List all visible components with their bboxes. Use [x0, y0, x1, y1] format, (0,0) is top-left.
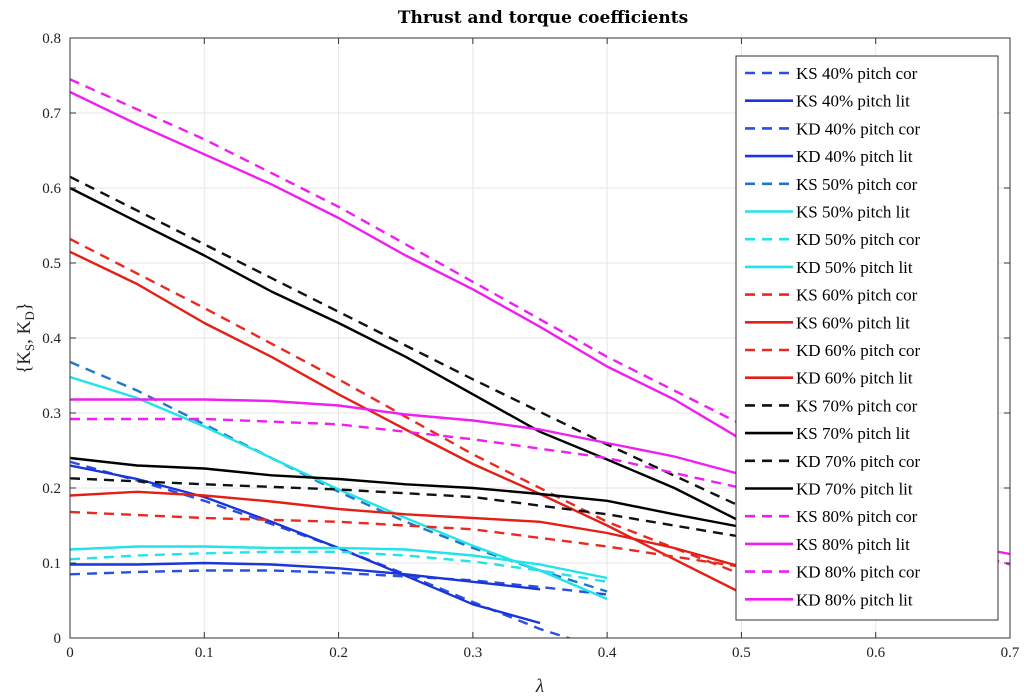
x-tick-label: 0.7	[1001, 645, 1020, 661]
legend-label: KD 80% pitch lit	[796, 590, 913, 609]
series-line-ks-80-pitch-lit	[70, 90, 743, 441]
series-line-kd-80-pitch-cor	[70, 417, 1010, 566]
legend-label: KD 60% pitch lit	[796, 369, 913, 388]
series-line-ks-40-pitch-lit	[70, 464, 541, 625]
legend-label: KS 80% pitch cor	[796, 507, 918, 526]
series-line-kd-50-pitch-cor	[70, 550, 608, 583]
x-tick-label: 0	[66, 645, 74, 661]
series-line-ks-60-pitch-cor	[70, 237, 742, 576]
y-tick-label: 0.1	[42, 556, 61, 572]
legend-label: KS 80% pitch lit	[796, 535, 910, 554]
x-axis-label: λ	[535, 676, 544, 697]
series-line-ks-40-pitch-cor	[70, 460, 573, 638]
legend-label: KD 60% pitch cor	[796, 341, 921, 360]
legend-label: KD 50% pitch lit	[796, 258, 913, 277]
y-tick-label: 0.7	[42, 106, 61, 122]
series-line-ks-60-pitch-lit	[70, 250, 742, 595]
y-tick-label: 0.5	[42, 256, 61, 272]
legend-label: KS 60% pitch cor	[796, 286, 918, 305]
series-line-kd-60-pitch-lit	[70, 490, 742, 568]
legend-label: KD 40% pitch lit	[796, 147, 913, 166]
x-tick-label: 0.3	[463, 645, 482, 661]
legend-label: KS 50% pitch cor	[796, 175, 918, 194]
legend-label: KD 80% pitch cor	[796, 563, 921, 582]
series-line-kd-40-pitch-lit	[70, 561, 541, 591]
y-tick-label: 0.4	[42, 331, 61, 347]
y-label-sub-d: D	[22, 311, 37, 320]
y-label-sub-s: S	[22, 344, 37, 351]
legend-label: KS 40% pitch lit	[796, 92, 910, 111]
y-tick-label: 0.2	[42, 481, 61, 497]
y-tick-label: 0.6	[42, 181, 61, 197]
series-line-kd-70-pitch-lit	[70, 456, 742, 529]
legend-label: KD 70% pitch lit	[796, 480, 913, 499]
chart-title: Thrust and torque coefficients	[398, 8, 688, 28]
x-tick-label: 0.6	[866, 645, 885, 661]
legend-label: KD 50% pitch cor	[796, 230, 921, 249]
series-line-ks-50-pitch-cor	[70, 360, 608, 593]
legend-label: KS 70% pitch lit	[796, 424, 910, 443]
y-label-open: {K	[14, 351, 35, 374]
series-line-ks-70-pitch-cor	[70, 175, 742, 508]
legend-label: KS 40% pitch cor	[796, 64, 918, 83]
x-tick-label: 0.4	[598, 645, 617, 661]
y-tick-label: 0	[54, 631, 62, 647]
y-axis-label: {KS, KD}	[14, 302, 37, 374]
legend-label: KS 50% pitch lit	[796, 203, 910, 222]
x-tick-label: 0.5	[732, 645, 751, 661]
legend-box	[735, 55, 999, 621]
series-line-ks-70-pitch-lit	[70, 186, 742, 523]
legend-label: KD 70% pitch cor	[796, 452, 921, 471]
y-tick-label: 0.8	[42, 31, 61, 47]
series-line-ks-80-pitch-cor	[70, 78, 742, 426]
legend-label: KS 60% pitch lit	[796, 313, 910, 332]
x-tick-label: 0.1	[195, 645, 214, 661]
x-tick-label: 0.2	[329, 645, 348, 661]
y-label-close: }	[14, 302, 35, 311]
legend-label: KD 40% pitch cor	[796, 119, 921, 138]
series-layer	[70, 78, 1010, 638]
series-line-kd-70-pitch-cor	[70, 477, 742, 538]
series-line-kd-60-pitch-cor	[70, 510, 742, 568]
y-label-mid: , K	[14, 320, 35, 344]
y-tick-label: 0.3	[42, 406, 61, 422]
legend-label: KS 70% pitch cor	[796, 396, 918, 415]
ticks: 0 0.1 0.2 0.3 0.4 0.5 0.6 0.7 0 0.1 0.2 0.3 0.4 0.5 0.…	[42, 31, 1020, 661]
series-line-kd-40-pitch-cor	[70, 569, 608, 596]
legend: KS 40% pitch cor KS 40% pitch lit KD 40% p…	[735, 55, 999, 621]
series-line-kd-50-pitch-lit	[70, 545, 608, 580]
